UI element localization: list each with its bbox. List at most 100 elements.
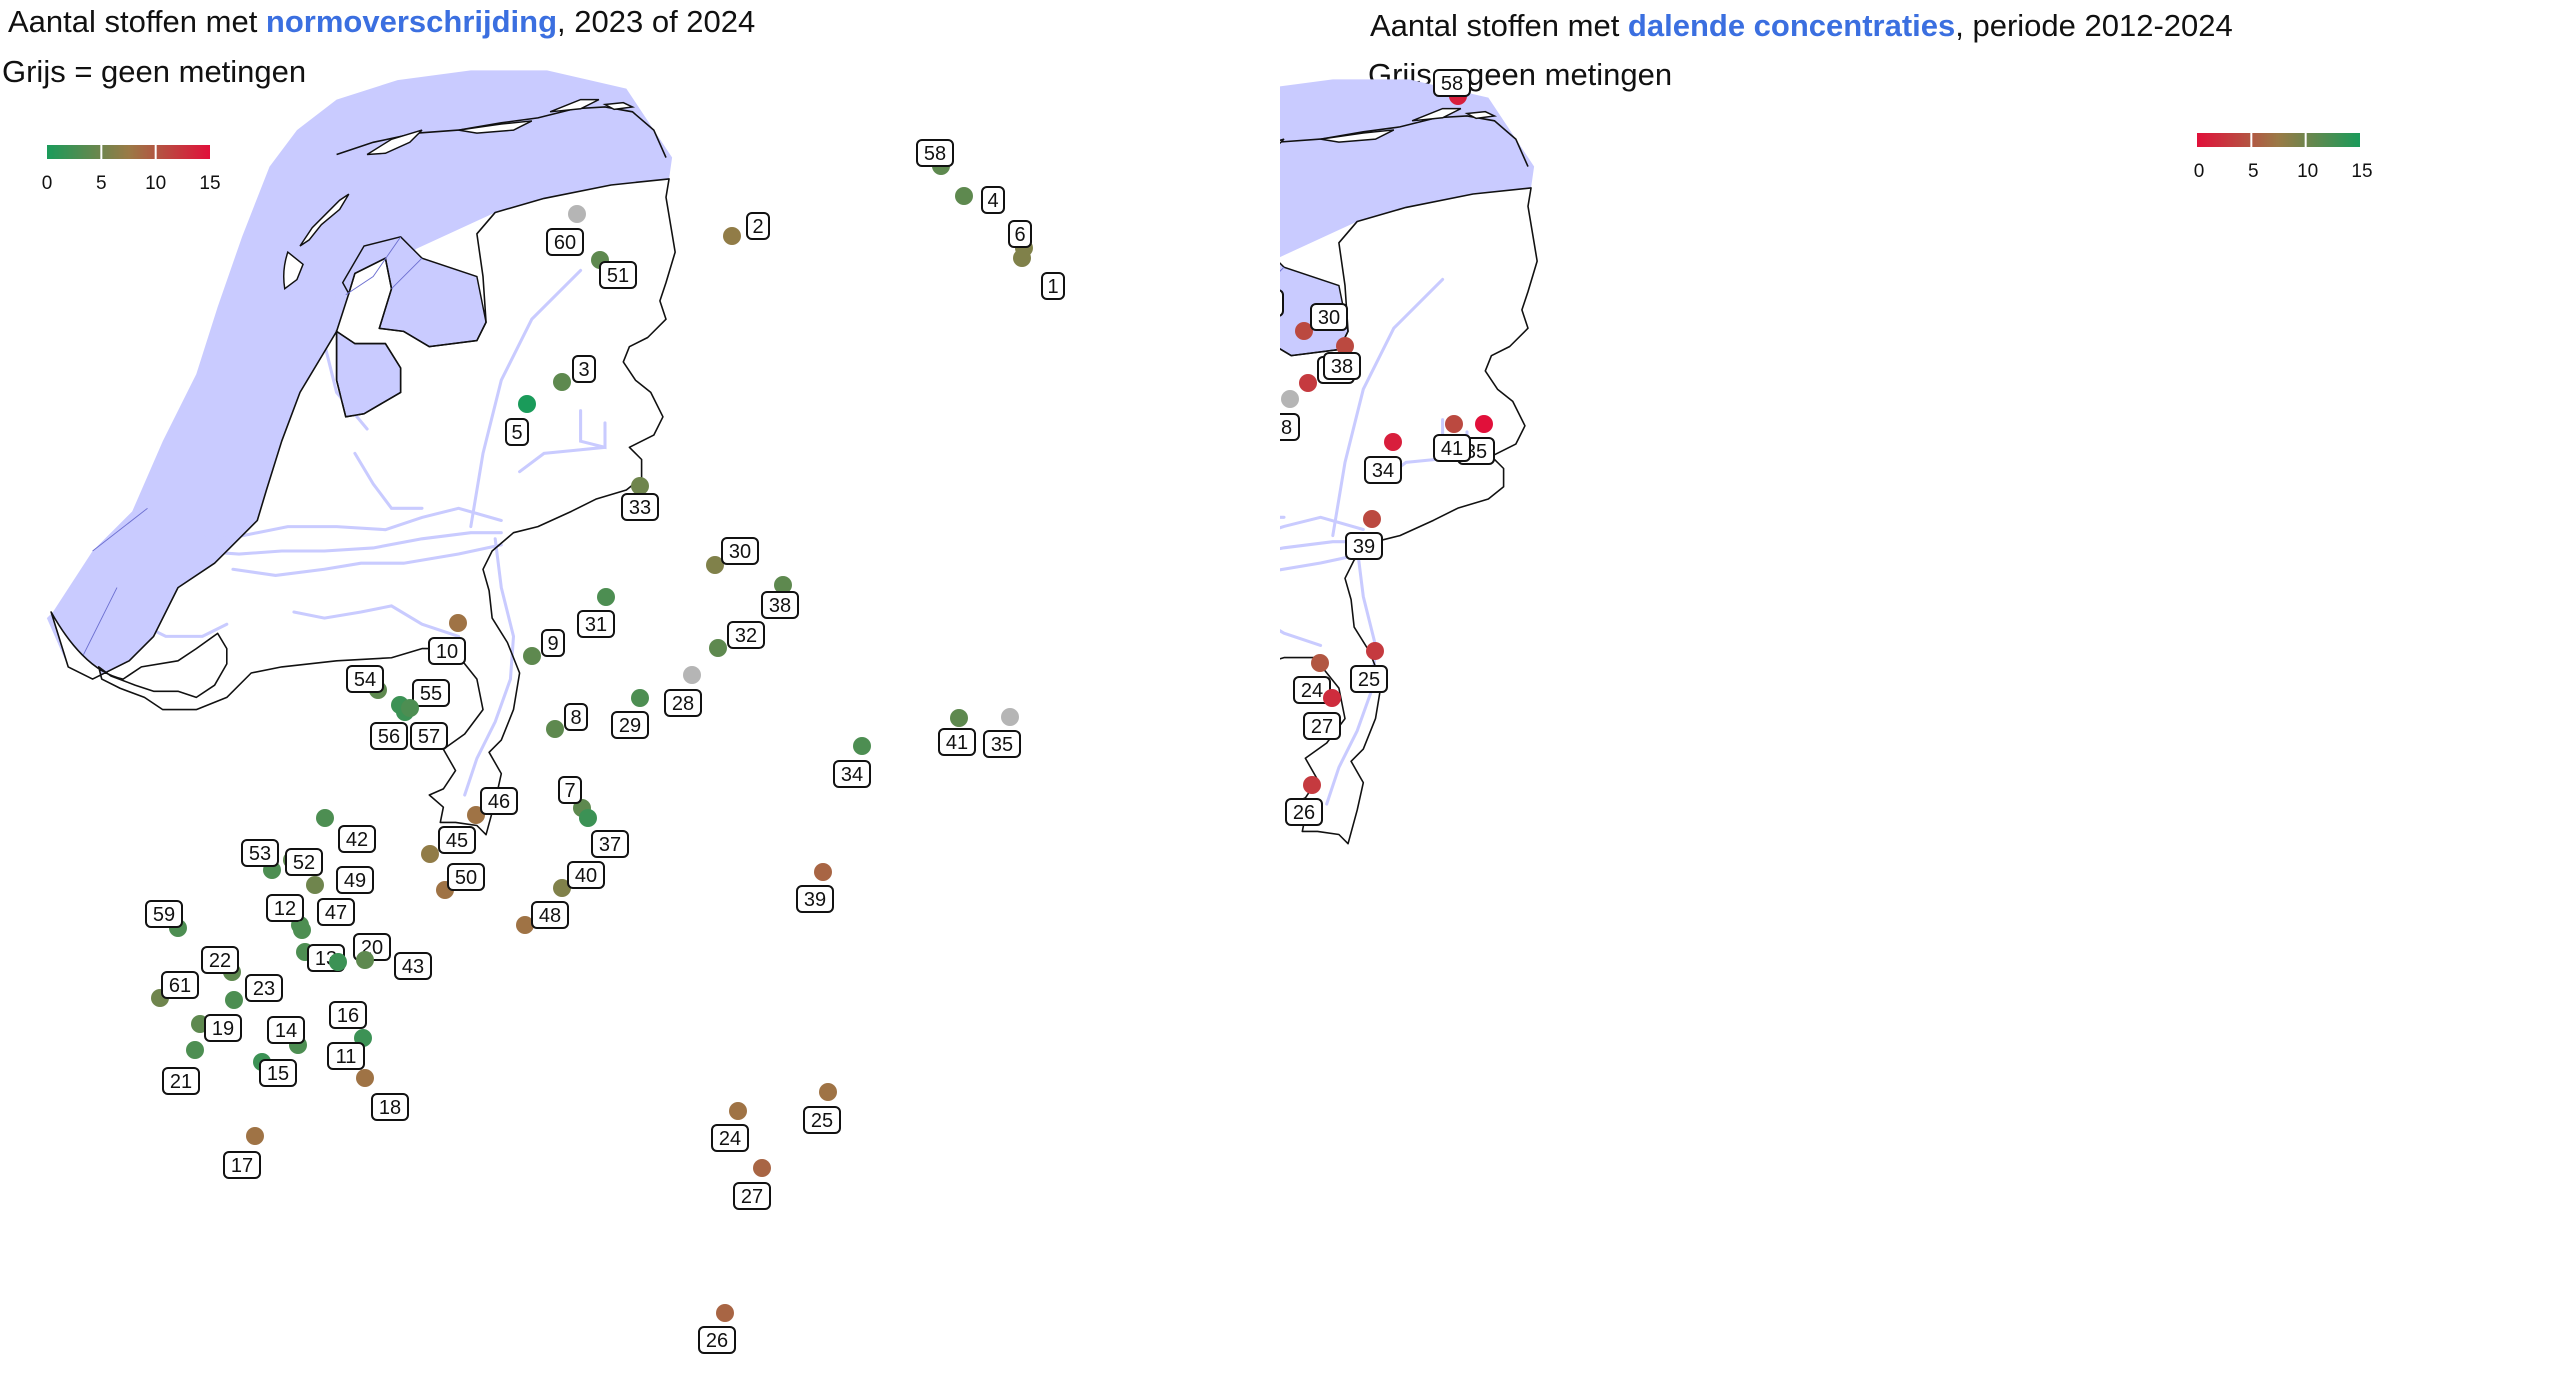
station-marker-45[interactable] [421,845,439,863]
station-label-box [370,722,408,750]
station-marker-2[interactable] [723,227,741,245]
station-label-text: 38 [769,595,791,617]
station-label-box [564,703,588,731]
station-marker-34[interactable] [853,737,871,755]
map-subtitle: Grijs = geen metingen [2,54,307,89]
station-label-box [746,212,770,240]
station-marker-60[interactable] [568,205,586,223]
station-label-box [916,139,954,167]
station-marker-47[interactable] [293,921,311,939]
station-marker-24[interactable] [1311,654,1329,672]
station-label-26: 26 [1285,798,1323,826]
station-label-box [981,186,1005,214]
station-label-box [245,974,283,1002]
station-label-box [327,1042,365,1070]
station-marker-48[interactable] [516,916,534,934]
legend-tick-label: 0 [42,173,53,194]
island [458,120,533,134]
station-marker-21[interactable] [186,1041,204,1059]
station-marker-41[interactable] [1445,415,1463,433]
river [1280,629,1323,647]
station-marker-38[interactable] [1336,337,1354,355]
station-label-box [447,863,485,891]
station-marker-28[interactable] [683,666,701,684]
station-marker-6[interactable] [1013,249,1031,267]
ijsselmeer [1280,262,1349,357]
station-label-18: 18 [371,1093,409,1121]
station-label-31: 31 [577,610,615,638]
station-marker-26[interactable] [1303,776,1321,794]
station-marker-23[interactable] [225,991,243,1009]
station-marker-25[interactable] [819,1083,837,1101]
station-label-text: 7 [564,780,575,802]
station-label-30: 30 [721,537,759,565]
station-marker-5[interactable] [518,395,536,413]
station-marker-37[interactable] [579,809,597,827]
station-label-text: 41 [946,732,968,754]
station-marker-17[interactable] [246,1127,264,1145]
station-marker-30[interactable] [1295,322,1313,340]
station-label-59: 59 [145,900,183,928]
station-marker-40[interactable] [553,879,571,897]
station-label-text: 28 [1280,417,1292,439]
legend-tick-label: 15 [2351,161,2372,182]
station-marker-35[interactable] [1475,415,1493,433]
station-label-47: 47 [317,898,355,926]
station-marker-42[interactable] [316,809,334,827]
station-marker-41[interactable] [950,709,968,727]
station-label-29: 29 [611,711,649,739]
station-label-text: 21 [170,1071,192,1093]
station-label-34: 34 [1364,456,1402,484]
station-label-25: 25 [1350,665,1388,693]
station-label-text: 54 [354,669,376,691]
river [231,543,503,577]
station-marker-20[interactable] [329,953,347,971]
station-label-text: 16 [337,1005,359,1027]
station-label-52: 52 [285,848,323,876]
station-label-text: 46 [488,791,510,813]
station-marker-35[interactable] [1001,708,1019,726]
station-marker-28[interactable] [1281,390,1299,408]
station-marker-26[interactable] [716,1304,734,1322]
station-marker-27[interactable] [1323,689,1341,707]
station-label-text: 48 [539,905,561,927]
station-marker-32[interactable] [1299,374,1317,392]
station-marker-27[interactable] [753,1159,771,1177]
station-marker-10[interactable] [449,614,467,632]
water-boundary [391,257,423,290]
station-label-box [336,866,374,894]
station-marker-4[interactable] [955,187,973,205]
station-marker-24[interactable] [729,1102,747,1120]
station-marker-3[interactable] [553,373,571,391]
station-label-box [803,1106,841,1134]
station-marker-25[interactable] [1366,642,1384,660]
station-label-text: 61 [169,975,191,997]
station-marker-9[interactable] [523,647,541,665]
station-label-53: 53 [241,839,279,867]
station-label-box [1433,434,1471,462]
station-marker-29[interactable] [631,689,649,707]
netherlands-map: 0 5 10 15 1234567891011121314151617181920212… [1280,69,2373,845]
station-marker-49[interactable] [306,876,324,894]
station-marker-39[interactable] [814,863,832,881]
station-label-box [1310,303,1348,331]
water-boundary [92,507,148,552]
station-label-box [1364,456,1402,484]
station-label-48: 48 [531,901,569,929]
station-label-box [546,228,584,256]
station-marker-38[interactable] [774,576,792,594]
station-marker-34[interactable] [1384,433,1402,451]
station-marker-32[interactable] [709,639,727,657]
station-marker-31[interactable] [597,588,615,606]
river [1280,515,1365,532]
station-marker-39[interactable] [1363,510,1381,528]
station-label-text: 45 [446,830,468,852]
station-marker-33[interactable] [631,477,649,495]
station-marker-8[interactable] [546,720,564,738]
station-marker-43[interactable] [356,951,374,969]
station-marker-18[interactable] [356,1069,374,1087]
station-marker-30[interactable] [706,556,724,574]
station-label-box [161,971,199,999]
station-marker-57[interactable] [401,699,419,717]
legend-tick-label: 10 [145,173,166,194]
